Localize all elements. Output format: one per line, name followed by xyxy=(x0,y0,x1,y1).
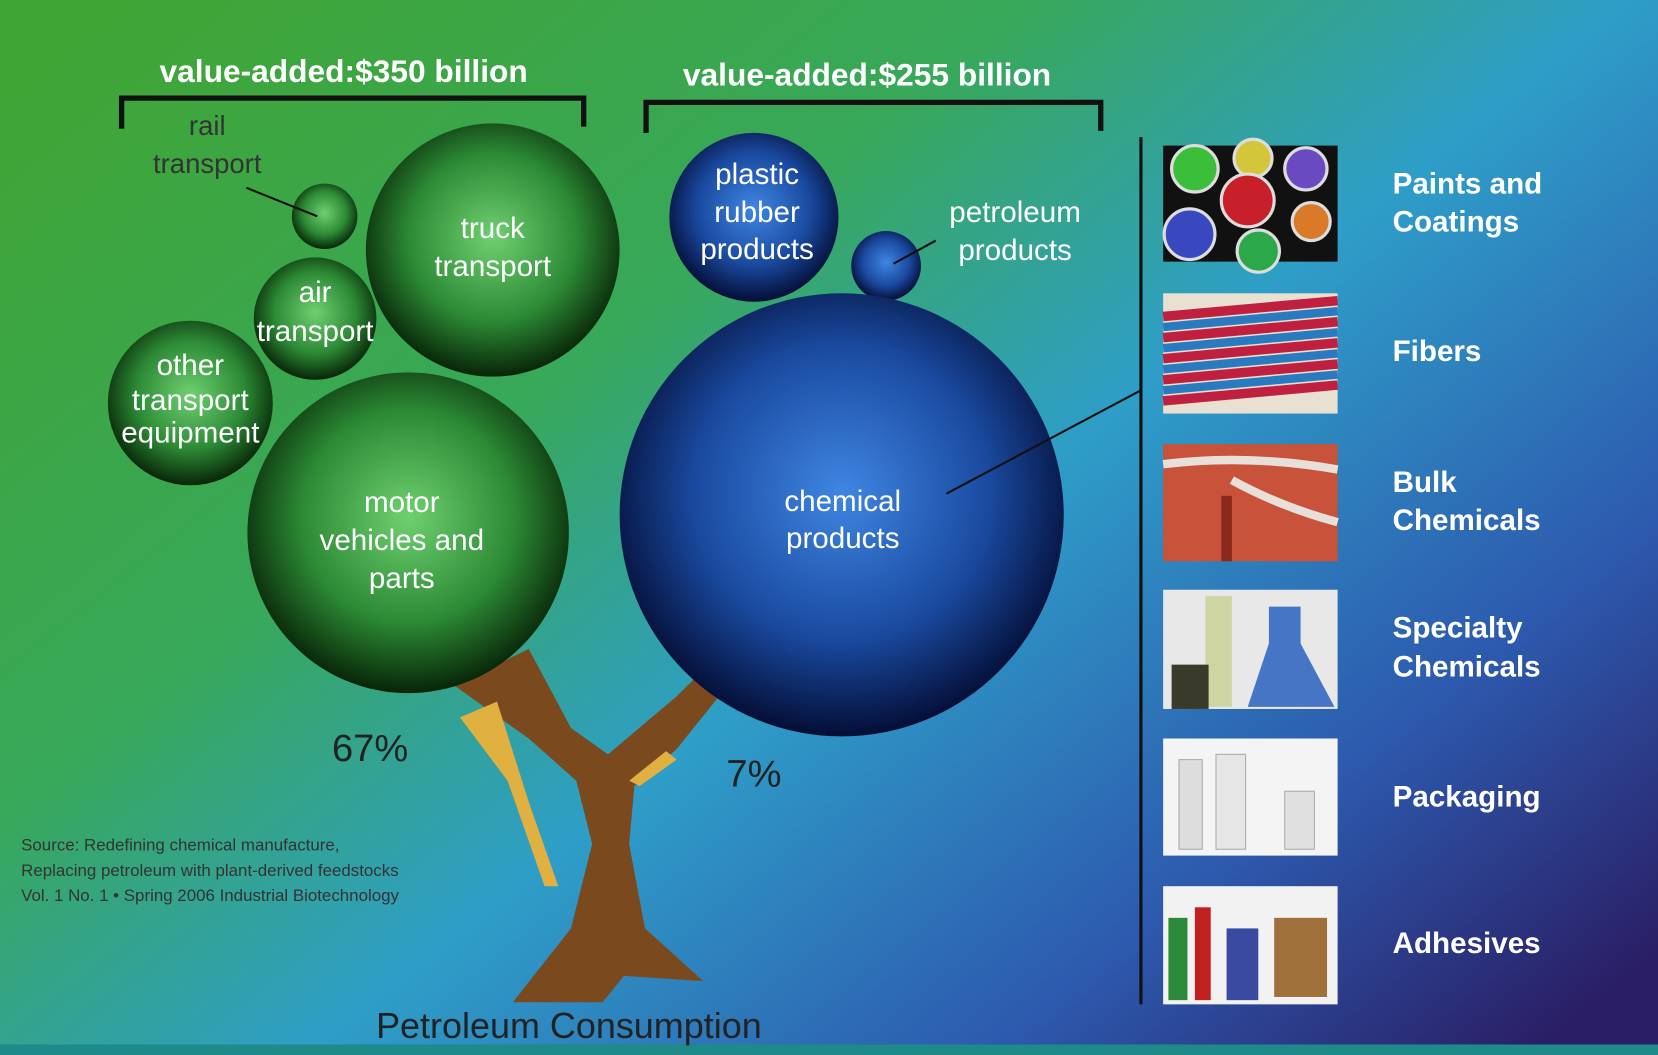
application-label: Specialty xyxy=(1393,612,1524,645)
tube xyxy=(1168,918,1187,1000)
application-label: Paints and xyxy=(1393,168,1543,201)
group-title: value-added:$350 billion xyxy=(160,53,528,89)
application-label: Packaging xyxy=(1393,780,1541,813)
bottle xyxy=(1216,754,1246,849)
bubble xyxy=(851,231,921,301)
paint-can xyxy=(1172,146,1219,192)
thumbnail-paints xyxy=(1163,139,1337,272)
thumbnail-fibers xyxy=(1163,293,1337,413)
label-line: rail xyxy=(189,110,226,141)
thumbnail-bulk xyxy=(1163,444,1337,561)
share-label: 7% xyxy=(726,754,781,796)
label-line: petroleum xyxy=(949,196,1081,229)
label-line: air xyxy=(299,276,332,309)
label-line: transport xyxy=(132,384,249,417)
application-label: Bulk xyxy=(1393,466,1458,499)
label-line: chemical xyxy=(784,485,901,518)
label-line: transport xyxy=(153,148,262,179)
label-line: rubber xyxy=(714,196,800,229)
thumbnail-packaging xyxy=(1163,739,1337,856)
tube xyxy=(1227,928,1259,1000)
label-line: equipment xyxy=(121,416,259,449)
paint-can xyxy=(1164,209,1215,260)
paint-can xyxy=(1234,139,1272,177)
label-line: parts xyxy=(369,562,435,595)
flask xyxy=(1205,596,1231,707)
bottle xyxy=(1172,665,1209,709)
paint-can xyxy=(1285,148,1327,190)
tube xyxy=(1195,907,1211,1000)
source-line: Replacing petroleum with plant-derived f… xyxy=(21,861,399,880)
bubble xyxy=(292,184,358,249)
bottom-strip xyxy=(0,1044,1658,1055)
label-line: transport xyxy=(257,315,374,348)
bottle xyxy=(1179,760,1202,850)
source-line: Vol. 1 No. 1 • Spring 2006 Industrial Bi… xyxy=(21,886,399,905)
application-label: Chemicals xyxy=(1393,651,1541,684)
thumbnail-specialty xyxy=(1163,590,1337,709)
paint-can xyxy=(1221,174,1274,227)
group-title: value-added:$255 billion xyxy=(683,56,1051,92)
source-line: Source: Redefining chemical manufacture, xyxy=(21,836,339,855)
label-line: plastic xyxy=(715,158,799,191)
application-label: Chemicals xyxy=(1393,504,1541,537)
label-line: truck xyxy=(461,212,525,245)
label-line: other xyxy=(157,349,225,382)
page: value-added:$350 billion value-added:$25… xyxy=(0,0,1658,1055)
share-label: 67% xyxy=(332,728,408,770)
footer-title: Petroleum Consumption xyxy=(376,1005,762,1046)
paint-can xyxy=(1292,203,1330,241)
label-line: transport xyxy=(434,250,551,283)
application-label: Adhesives xyxy=(1393,927,1541,960)
label-line: products xyxy=(700,233,814,266)
paint-can xyxy=(1237,230,1279,272)
thumbnail-adhesives xyxy=(1163,886,1337,1004)
label-line: products xyxy=(958,234,1072,267)
post xyxy=(1221,496,1232,561)
label-line: products xyxy=(786,522,900,555)
can xyxy=(1274,918,1327,997)
label-line: vehicles and xyxy=(320,524,485,557)
application-label: Fibers xyxy=(1393,335,1482,368)
application-label: Coatings xyxy=(1393,205,1520,238)
bottle xyxy=(1285,791,1315,849)
label-line: motor xyxy=(364,486,440,519)
infographic: value-added:$350 billion value-added:$25… xyxy=(0,0,1658,1055)
